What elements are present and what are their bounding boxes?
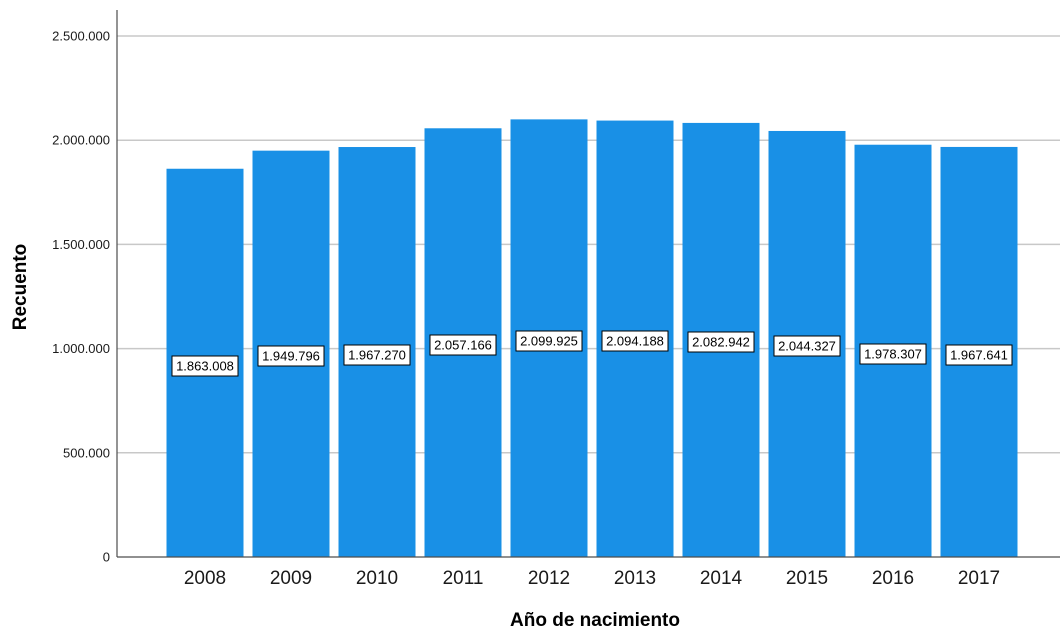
x-tick-labels: 2008 2009 2010 2011 2012 2013 2014 2015 2016 2017 <box>184 568 1000 589</box>
y-tick-labels: 0 500.000 1.000.000 1.500.000 2.000.000 2.500… <box>52 29 110 565</box>
y-tick-label: 1.500.000 <box>52 237 110 252</box>
y-tick-label: 500.000 <box>63 445 110 460</box>
x-tick-label: 2016 <box>872 568 914 589</box>
data-label-text: 1.949.796 <box>262 349 320 364</box>
data-label: 2.044.327 <box>773 335 841 357</box>
x-tick-label: 2010 <box>356 568 398 589</box>
data-label: 2.099.925 <box>515 330 583 352</box>
x-tick-label: 2009 <box>270 568 312 589</box>
bars <box>166 119 1018 558</box>
data-labels: 1.863.008 1.949.796 1.967.270 2.057.166 2.09… <box>171 330 1013 377</box>
data-label-box <box>515 330 583 352</box>
data-label: 1.978.307 <box>859 343 927 365</box>
data-label: 2.082.942 <box>687 331 755 353</box>
data-label-text: 2.094.188 <box>606 334 664 349</box>
data-label-box <box>171 355 239 377</box>
data-label-text: 1.967.641 <box>950 348 1008 363</box>
data-label: 2.057.166 <box>429 334 497 356</box>
data-label: 1.967.270 <box>343 344 411 366</box>
data-label-text: 1.978.307 <box>864 347 922 362</box>
y-axis-title: Recuento <box>10 244 31 331</box>
y-tick-label: 1.000.000 <box>52 341 110 356</box>
data-label-text: 2.057.166 <box>434 338 492 353</box>
x-tick-label: 2011 <box>443 568 484 589</box>
x-axis-title: Año de nacimiento <box>510 610 680 628</box>
data-label: 1.967.641 <box>945 344 1013 366</box>
data-label: 1.949.796 <box>257 345 325 367</box>
data-label-box <box>687 331 755 353</box>
x-tick-label: 2015 <box>786 568 828 589</box>
x-tick-label: 2012 <box>528 568 570 589</box>
data-label-box <box>859 343 927 365</box>
y-tick-label: 2.500.000 <box>52 29 110 44</box>
data-label-text: 1.863.008 <box>176 359 234 374</box>
data-label-text: 2.044.327 <box>778 339 836 354</box>
x-tick-label: 2008 <box>184 568 226 589</box>
data-label-box <box>343 344 411 366</box>
x-tick-label: 2017 <box>958 568 1000 589</box>
axes <box>116 10 1060 558</box>
data-label-box <box>601 330 669 352</box>
data-label-text: 2.099.925 <box>520 334 578 349</box>
data-label: 2.094.188 <box>601 330 669 352</box>
data-label-box <box>773 335 841 357</box>
x-tick-label: 2013 <box>614 568 656 589</box>
data-label-text: 2.082.942 <box>692 335 750 350</box>
data-label-box <box>429 334 497 356</box>
x-tick-label: 2014 <box>700 568 743 589</box>
data-label-box <box>257 345 325 367</box>
y-tick-label: 0 <box>103 550 110 565</box>
data-label: 1.863.008 <box>171 355 239 377</box>
y-tick-label: 2.000.000 <box>52 133 110 148</box>
data-label-text: 1.967.270 <box>348 348 406 363</box>
data-label-box <box>945 344 1013 366</box>
